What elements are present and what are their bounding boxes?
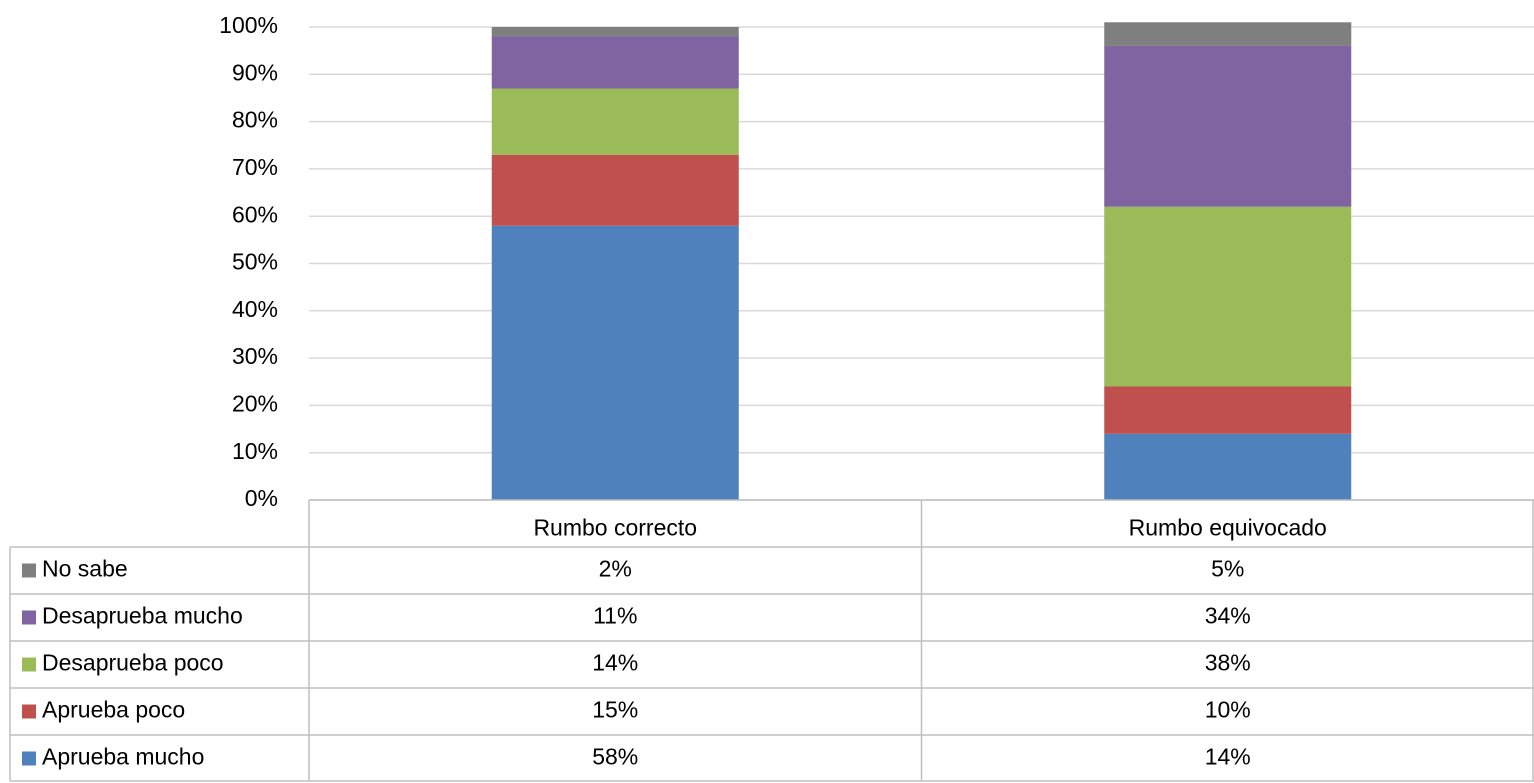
bar-segment (1104, 22, 1352, 46)
y-tick-label: 80% (232, 107, 278, 133)
legend-label: No sabe (42, 556, 128, 582)
bar-segment (1104, 433, 1352, 500)
table-value: 14% (592, 650, 638, 676)
table-value: 11% (593, 603, 637, 629)
y-tick-label: 0% (245, 485, 278, 511)
bar-segment (1104, 386, 1352, 434)
y-tick-label: 50% (232, 249, 278, 275)
table-value: 38% (1205, 650, 1251, 676)
table-value: 2% (599, 556, 632, 582)
bar-segment (1104, 206, 1352, 387)
bar-segment (491, 154, 739, 226)
legend-swatch (22, 563, 36, 578)
bar-segment (491, 225, 739, 500)
table-value: 5% (1211, 556, 1244, 582)
legend-label: Desaprueba mucho (42, 603, 243, 629)
bar-segment (491, 88, 739, 155)
y-tick-label: 90% (232, 59, 278, 85)
y-tick-label: 60% (232, 201, 278, 227)
legend-label: Aprueba mucho (42, 744, 204, 770)
bar-segment (491, 36, 739, 89)
table-value: 10% (1205, 697, 1251, 723)
table-value: 14% (1205, 744, 1251, 770)
y-tick-label: 100% (219, 12, 278, 38)
table-value: 58% (592, 744, 638, 770)
legend-swatch (22, 657, 36, 672)
legend-swatch (22, 704, 36, 719)
legend-label: Aprueba poco (42, 697, 185, 723)
y-tick-label: 30% (232, 343, 278, 369)
bar-segment (1104, 45, 1352, 207)
legend-label: Desaprueba poco (42, 650, 224, 676)
x-tick-label: Rumbo correcto (533, 515, 697, 541)
table-value: 34% (1205, 603, 1251, 629)
y-tick-label: 40% (232, 296, 278, 322)
legend-swatch (22, 751, 36, 766)
y-tick-label: 10% (232, 438, 278, 464)
y-tick-label: 70% (232, 154, 278, 180)
bar-segment (491, 27, 739, 37)
y-tick-label: 20% (232, 390, 278, 416)
table-value: 15% (592, 697, 638, 723)
x-tick-label: Rumbo equivocado (1129, 515, 1327, 541)
legend-swatch (22, 610, 36, 625)
